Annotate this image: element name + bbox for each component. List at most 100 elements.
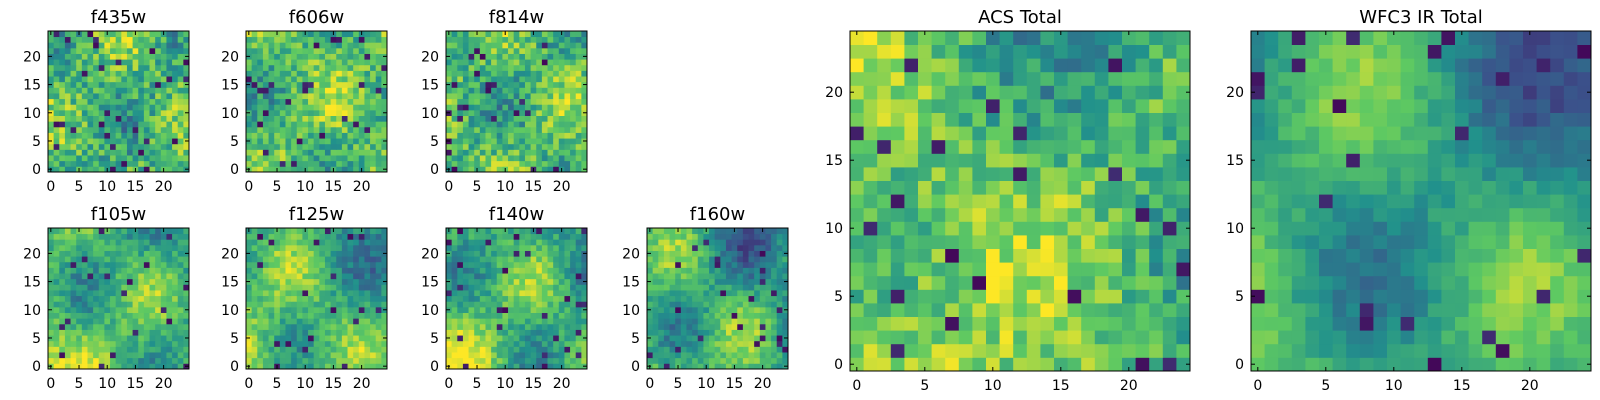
heatmap-cell	[149, 352, 156, 359]
heatmap-cell	[877, 289, 892, 304]
heatmap-cell	[279, 76, 286, 83]
heatmap-cell	[336, 301, 343, 308]
heatmap-cell	[680, 323, 687, 330]
heatmap-cell	[564, 273, 571, 280]
heatmap-cell	[274, 59, 281, 66]
heatmap-cell	[93, 250, 100, 257]
heatmap-cell	[172, 273, 179, 280]
heatmap-cell	[904, 207, 919, 222]
heatmap-cell	[479, 98, 486, 105]
heatmap-cell	[70, 261, 77, 268]
heatmap-cell	[336, 166, 343, 173]
heatmap-cell	[98, 47, 105, 54]
heatmap-cell	[172, 357, 179, 364]
heatmap-cell	[451, 155, 458, 162]
heatmap-cell	[172, 340, 179, 347]
heatmap-cell	[564, 329, 571, 336]
heatmap-cell	[70, 357, 77, 364]
heatmap-cell	[324, 228, 331, 235]
heatmap-cell	[680, 284, 687, 291]
heatmap-cell	[347, 228, 354, 235]
heatmap-cell	[48, 273, 55, 280]
heatmap-cell	[160, 42, 167, 49]
heatmap-cell	[319, 126, 326, 133]
heatmap-cell	[121, 115, 128, 122]
heatmap-cell	[285, 81, 292, 88]
heatmap-cell	[1081, 275, 1096, 290]
heatmap-cell	[530, 104, 537, 111]
heatmap-cell	[754, 301, 761, 308]
heatmap-cell	[564, 115, 571, 122]
heatmap-cell	[279, 126, 286, 133]
heatmap-cell	[70, 239, 77, 246]
heatmap-cell	[782, 301, 789, 308]
heatmap-cell	[87, 109, 94, 116]
heatmap-cell	[324, 357, 331, 364]
heatmap-cell	[508, 273, 515, 280]
heatmap-cell	[692, 352, 699, 359]
heatmap-cell	[166, 306, 173, 313]
heatmap-cell	[558, 64, 565, 71]
heatmap-cell	[485, 160, 492, 167]
heatmap-cell	[1013, 303, 1028, 317]
heatmap-cell	[553, 64, 560, 71]
heatmap-cell	[446, 64, 453, 71]
heatmap-cell	[177, 239, 184, 246]
heatmap-cell	[274, 93, 281, 100]
heatmap-cell	[268, 126, 275, 133]
heatmap-cell	[381, 160, 388, 167]
heatmap-cell	[138, 64, 145, 71]
heatmap-cell	[319, 290, 326, 297]
heatmap-cell	[87, 363, 94, 370]
heatmap-cell	[70, 115, 77, 122]
heatmap-cell	[336, 138, 343, 145]
heatmap-cell	[358, 81, 365, 88]
heatmap-cell	[149, 138, 156, 145]
heatmap-cell	[686, 312, 693, 319]
heatmap-cell	[479, 132, 486, 139]
heatmap-cell	[64, 36, 71, 43]
heatmap-cell	[93, 160, 100, 167]
heatmap-cell	[381, 64, 388, 71]
heatmap-cell	[457, 109, 464, 116]
heatmap-cell	[709, 256, 716, 263]
heatmap-cell	[686, 357, 693, 364]
heatmap-cell	[110, 47, 117, 54]
heatmap-cell	[692, 239, 699, 246]
heatmap-cell	[104, 346, 111, 353]
heatmap-cell	[110, 323, 117, 330]
heatmap-cell	[519, 352, 526, 359]
heatmap-cell	[364, 335, 371, 342]
heatmap-cell	[524, 93, 531, 100]
heatmap-cell	[110, 126, 117, 133]
heatmap-cell	[720, 250, 727, 257]
heatmap-cell	[177, 363, 184, 370]
heatmap-cell	[457, 239, 464, 246]
heatmap-cell	[76, 346, 83, 353]
heatmap-cell	[558, 59, 565, 66]
heatmap-cell	[81, 273, 88, 280]
heatmap-cell	[524, 273, 531, 280]
heatmap-cell	[155, 138, 162, 145]
heatmap-cell	[1122, 207, 1136, 222]
heatmap-cell	[381, 42, 388, 49]
heatmap-cell	[336, 244, 343, 251]
heatmap-cell	[647, 244, 654, 251]
heatmap-cell	[93, 290, 100, 297]
heatmap-cell	[564, 284, 571, 291]
y-tick-label: 0	[430, 359, 439, 375]
heatmap-cell	[1108, 343, 1123, 358]
heatmap-cell	[53, 70, 60, 77]
heatmap-cell	[358, 42, 365, 49]
heatmap-cell	[353, 64, 360, 71]
heatmap-cell	[558, 335, 565, 342]
heatmap-cell	[547, 59, 554, 66]
heatmap-cell	[553, 155, 560, 162]
heatmap-cell	[491, 329, 498, 336]
heatmap-cell	[143, 250, 150, 257]
heatmap-cell	[126, 346, 133, 353]
heatmap-cell	[177, 284, 184, 291]
heatmap-cell	[1040, 289, 1055, 304]
heatmap-cell	[491, 244, 498, 251]
heatmap-cell	[375, 76, 382, 83]
